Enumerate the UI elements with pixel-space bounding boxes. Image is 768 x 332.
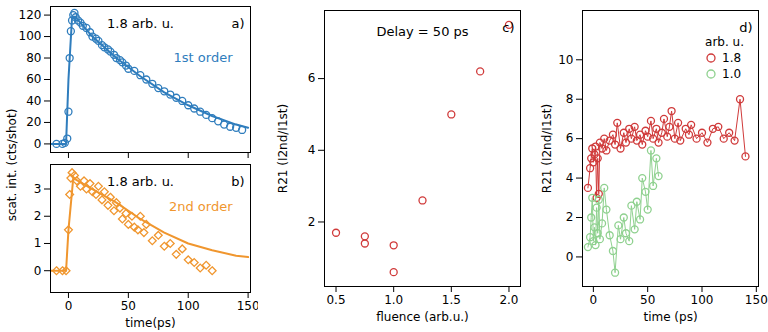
svg-text:2nd order: 2nd order	[169, 199, 233, 214]
svg-text:0: 0	[566, 250, 574, 264]
svg-text:50: 50	[640, 293, 655, 307]
svg-text:4: 4	[566, 171, 574, 185]
svg-text:2.0: 2.0	[499, 293, 518, 307]
svg-text:1st order: 1st order	[174, 50, 234, 65]
svg-text:2: 2	[566, 210, 574, 224]
svg-text:10: 10	[558, 53, 573, 67]
svg-text:2: 2	[34, 209, 42, 223]
svg-text:0: 0	[34, 137, 42, 151]
svg-text:c): c)	[502, 20, 514, 35]
svg-text:1.8 arb. u.: 1.8 arb. u.	[107, 174, 174, 189]
svg-text:3: 3	[34, 182, 42, 196]
svg-text:1.8 arb. u.: 1.8 arb. u.	[107, 16, 174, 31]
svg-text:40: 40	[26, 94, 41, 108]
svg-text:80: 80	[26, 51, 41, 65]
svg-text:100: 100	[19, 29, 42, 43]
html-text:1.0: 1.0	[722, 67, 742, 81]
svg-text:150: 150	[745, 293, 768, 307]
svg-text:20: 20	[26, 115, 41, 129]
svg-text:8: 8	[566, 92, 574, 106]
svg-text:time(ps): time(ps)	[125, 316, 175, 330]
svg-text:1.5: 1.5	[442, 293, 461, 307]
svg-text:6: 6	[308, 71, 316, 85]
html-text:arb. u.: arb. u.	[705, 35, 744, 49]
svg-text:60: 60	[26, 72, 41, 86]
svg-text:0.5: 0.5	[326, 293, 345, 307]
svg-text:1: 1	[34, 236, 42, 250]
svg-text:120: 120	[19, 8, 42, 22]
svg-text:2: 2	[308, 215, 316, 229]
html-text:1.8: 1.8	[722, 51, 742, 65]
svg-text:time (ps): time (ps)	[643, 310, 697, 324]
svg-text:150: 150	[237, 299, 258, 313]
svg-text:a): a)	[231, 16, 244, 31]
svg-text:Delay = 50 ps: Delay = 50 ps	[376, 24, 468, 39]
svg-text:4: 4	[308, 143, 316, 157]
svg-text:100: 100	[691, 293, 714, 307]
svg-text:b): b)	[231, 174, 244, 189]
svg-text:50: 50	[121, 299, 136, 313]
svg-text:0: 0	[34, 264, 42, 278]
svg-text:0: 0	[65, 299, 73, 313]
svg-text:d): d)	[739, 20, 752, 35]
html-text:scat. int. (cts/shot): scat. int. (cts/shot)	[5, 108, 19, 222]
svg-text:fluence (arb.u.): fluence (arb.u.)	[376, 310, 468, 324]
svg-text:R21 (I2nd/I1st): R21 (I2nd/I1st)	[276, 104, 290, 193]
svg-text:1.0: 1.0	[384, 293, 403, 307]
svg-text:0: 0	[590, 293, 598, 307]
svg-text:R21 (I2nd/I1st): R21 (I2nd/I1st)	[540, 104, 554, 193]
svg-text:6: 6	[566, 131, 574, 145]
svg-text:100: 100	[177, 299, 200, 313]
